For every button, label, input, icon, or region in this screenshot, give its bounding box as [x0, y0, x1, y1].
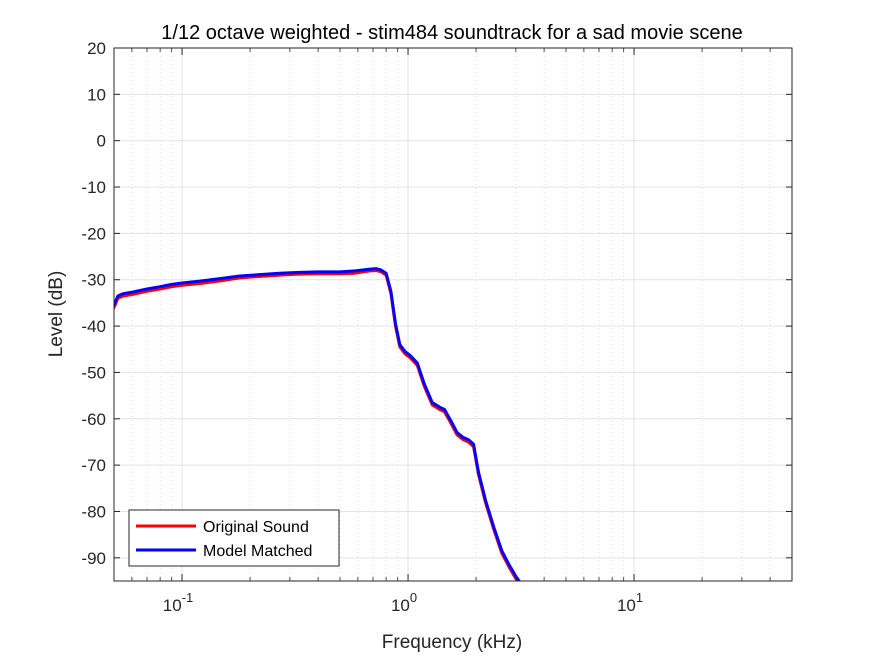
y-tick-label: -50 — [81, 363, 106, 382]
plot-area — [114, 48, 792, 581]
legend-label-model-matched: Model Matched — [203, 543, 312, 560]
plot-frame — [113, 47, 793, 582]
series-layer — [114, 267, 521, 581]
y-tick-label: 20 — [87, 39, 106, 58]
y-tick-label: -70 — [81, 456, 106, 475]
y-tick-labels: 20 10 0 -10 -20 -30 -40 -50 -60 -70 -80 -90 — [81, 39, 106, 568]
legend-label-original-sound: Original Sound — [203, 519, 309, 536]
y-tick-label: -90 — [81, 549, 106, 568]
y-tick-label: -60 — [81, 410, 106, 429]
x-axis-label: Frequency (kHz) — [382, 632, 522, 653]
tick-marks — [114, 47, 792, 581]
y-tick-label: -80 — [81, 502, 106, 521]
y-tick-label: -30 — [81, 271, 106, 290]
x-tick-exponent: 0 — [410, 590, 417, 605]
legend-box — [128, 509, 340, 567]
x-tick-exponent: 1 — [636, 590, 643, 605]
minor-grid — [131, 48, 771, 581]
y-axis-label: Level (dB) — [46, 271, 67, 358]
x-tick-exponent: -1 — [182, 590, 194, 605]
major-grid — [114, 47, 792, 581]
y-tick-label: 10 — [87, 85, 106, 104]
chart-title: 1/12 octave weighted - stim484 soundtrac… — [161, 22, 742, 44]
series-line-model-matched — [114, 267, 521, 581]
y-tick-label: 0 — [97, 132, 106, 151]
legend: Original Sound Model Matched — [128, 509, 340, 567]
y-tick-label: -40 — [81, 317, 106, 336]
y-tick-label: -10 — [81, 178, 106, 197]
y-tick-label: -20 — [81, 224, 106, 243]
